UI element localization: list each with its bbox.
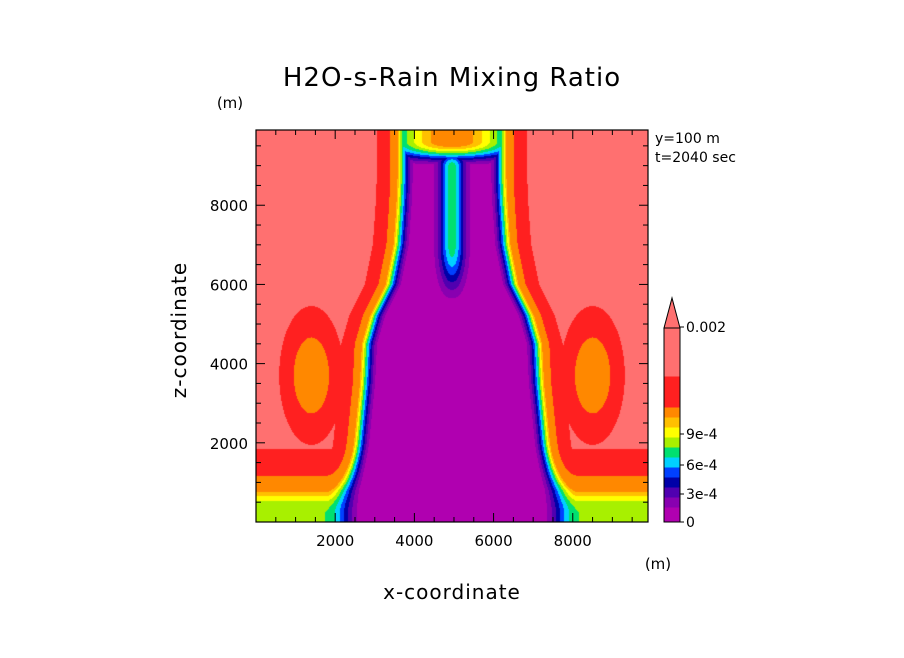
chart-title: H2O-s-Rain Mixing Ratio (283, 63, 621, 93)
colorbar-segment (664, 447, 680, 458)
colorbar-segment (664, 437, 680, 448)
y-unit-label: (m) (217, 94, 243, 112)
colorbar-tick-label: 3e-4 (686, 487, 718, 503)
colorbar-frame (663, 327, 681, 523)
x-tick-label: 2000 (316, 532, 354, 550)
colorbar-segment (664, 407, 680, 418)
colorbar-segment (664, 376, 680, 408)
annotation-t: t=2040 sec (655, 150, 736, 166)
x-tick-label: 4000 (395, 532, 433, 550)
y-tick-label: 8000 (210, 197, 248, 215)
y-tick-label: 2000 (210, 435, 248, 453)
colorbar-segment (664, 467, 680, 478)
colorbar-tick-label: 9e-4 (686, 427, 718, 443)
colorbar-tick-label: 0.002 (686, 320, 726, 336)
x-axis-label: x-coordinate (383, 580, 521, 604)
annotation-y: y=100 m (655, 131, 720, 147)
colorbar-extend-arrow (663, 296, 681, 329)
colorbar-segment (664, 477, 680, 488)
plot-area (256, 130, 648, 522)
y-tick-label: 4000 (210, 356, 248, 374)
x-tick-label: 8000 (554, 532, 592, 550)
y-axis-label: z-coordinate (167, 262, 191, 398)
x-unit-label: (m) (645, 555, 671, 573)
x-tick-label: 6000 (474, 532, 512, 550)
colorbar: 0 3e-4 6e-4 9e-4 0.002 (663, 296, 726, 531)
colorbar-segment (664, 427, 680, 438)
colorbar-tick-label: 0 (686, 515, 695, 531)
axes: 2000 4000 6000 8000 2000 4000 6000 8000 (210, 129, 649, 550)
colorbar-segment (664, 457, 680, 468)
colorbar-segment (664, 497, 680, 508)
colorbar-segment (664, 487, 680, 498)
colorbar-segment (664, 507, 680, 523)
colorbar-segment (664, 417, 680, 428)
heatmap-field (256, 130, 648, 522)
plot-frame (255, 129, 649, 523)
colorbar-segment (664, 328, 680, 377)
colorbar-tick-label: 6e-4 (686, 458, 718, 474)
y-tick-label: 6000 (210, 276, 248, 294)
